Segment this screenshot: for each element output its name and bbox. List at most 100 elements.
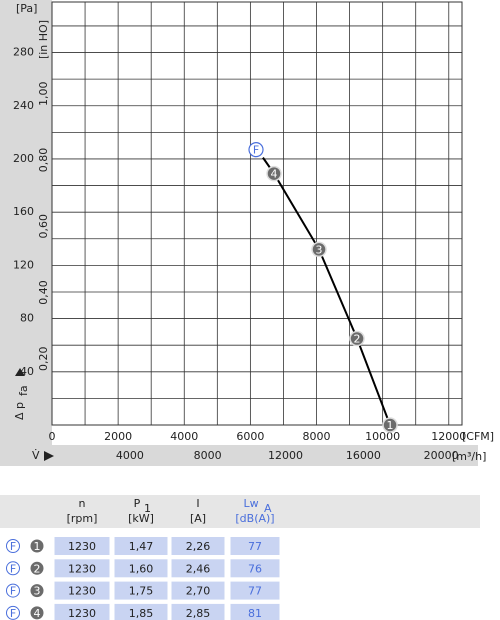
y2-tick-label: 0,40: [37, 280, 50, 305]
x-unit: [CFM]: [462, 430, 494, 443]
operating-point-label: 4: [271, 168, 278, 181]
cell: 2,46: [186, 562, 211, 575]
mode-icon: [6, 605, 20, 620]
column-name: P: [134, 497, 141, 510]
x2-tick-label: 12000: [268, 449, 303, 462]
x2-tick-label: 20000: [424, 449, 459, 462]
cell: 1230: [68, 562, 96, 575]
cell-bg: [171, 559, 225, 578]
mode-icon: [6, 583, 20, 598]
cell-bg: [114, 559, 168, 578]
y-tick-label: 280: [13, 46, 34, 59]
y2-unit: [in HO]: [37, 20, 50, 59]
point-icon-label: 2: [34, 562, 41, 575]
x-label: V̇: [32, 449, 40, 462]
y-tick-label: 40: [20, 365, 34, 378]
column-sub: A: [264, 502, 272, 515]
cell-bg: [230, 559, 280, 578]
cell: 1230: [68, 585, 96, 598]
point-icon: [30, 584, 44, 598]
y2-tick-label: 1,00: [37, 82, 50, 107]
cell-bg: [171, 537, 225, 555]
x-tick-label: 0: [49, 430, 56, 443]
mode-marker: [248, 142, 264, 158]
operating-point-label: 1: [387, 419, 394, 432]
y2-tick-label: 0,60: [37, 214, 50, 239]
x-arrow: [44, 451, 54, 461]
cell-bg: [114, 603, 168, 620]
point-icon-label: 1: [34, 540, 41, 553]
x2-unit: [m³/h]: [452, 450, 486, 463]
column-unit: [rpm]: [67, 512, 98, 525]
mode-icon-label: F: [10, 562, 16, 575]
cell-bg: [114, 581, 168, 600]
cell-bg: [230, 603, 280, 620]
cell-bg: [54, 559, 110, 578]
point-icon-label: 4: [34, 607, 41, 620]
x-tick-label: 10000: [365, 430, 400, 443]
mode-icon-label: F: [10, 540, 16, 553]
y-tick-label: 200: [13, 152, 34, 165]
operating-point: [311, 241, 327, 258]
x-tick-label: 12000: [431, 430, 466, 443]
cell-bg: [171, 603, 225, 620]
cell: 1,85: [129, 607, 154, 620]
mode-icon: [6, 561, 20, 576]
cell: 81: [248, 607, 262, 620]
mode-icon: [6, 539, 20, 553]
cell: 1,60: [129, 562, 154, 575]
mode-icon-label: F: [10, 607, 16, 620]
cell: 1230: [68, 607, 96, 620]
column-sub: 1: [144, 502, 151, 515]
column-name: Lw: [243, 497, 258, 510]
y-tick-label: 240: [13, 99, 34, 112]
plot-area: [51, 1, 463, 426]
cell: 2,85: [186, 607, 211, 620]
y-label: Δ p fa: [13, 368, 30, 420]
cell: 2,26: [186, 540, 211, 553]
cell-bg: [54, 603, 110, 620]
cell-bg: [230, 581, 280, 600]
column-unit: [A]: [190, 512, 206, 525]
y-tick-label: 80: [20, 312, 34, 325]
point-icon: [30, 561, 44, 575]
cell: 1,47: [129, 540, 154, 553]
operating-point: [382, 417, 398, 433]
point-icon: [30, 606, 44, 620]
y-label-sub: fa: [17, 385, 30, 396]
mode-marker-label: F: [253, 144, 259, 157]
y2-tick-label: 0,80: [37, 148, 50, 173]
x2-tick-label: 16000: [346, 449, 381, 462]
cell: 1,75: [129, 585, 154, 598]
operating-point: [266, 165, 282, 182]
cell: 2,70: [186, 585, 211, 598]
bottom-band: [0, 445, 478, 466]
y-unit: [Pa]: [16, 2, 37, 15]
cell: 77: [248, 585, 262, 598]
y-tick-label: 120: [13, 258, 34, 271]
cell-bg: [114, 537, 168, 555]
operating-point-label: 3: [316, 243, 323, 256]
cell-bg: [54, 581, 110, 600]
cell-bg: [171, 581, 225, 600]
column-name: n: [79, 497, 86, 510]
operating-point: [349, 330, 365, 347]
y-tick-label: 160: [13, 205, 34, 218]
x2-tick-label: 4000: [116, 449, 144, 462]
y2-tick-label: 0,20: [37, 347, 50, 372]
point-icon: [30, 539, 44, 553]
column-unit: [dB(A)]: [235, 512, 274, 525]
cell-bg: [230, 537, 280, 555]
cell: 77: [248, 540, 262, 553]
left-panel: [0, 0, 52, 445]
y-label-main: Δ p: [13, 402, 26, 420]
column-unit: [kW]: [128, 512, 154, 525]
column-name: I: [196, 497, 199, 510]
x-tick-label: 4000: [170, 430, 198, 443]
cell-bg: [54, 537, 110, 555]
x-tick-label: 2000: [104, 430, 132, 443]
x2-tick-label: 8000: [194, 449, 222, 462]
table-header-band: [0, 495, 480, 528]
cell: 76: [248, 562, 262, 575]
